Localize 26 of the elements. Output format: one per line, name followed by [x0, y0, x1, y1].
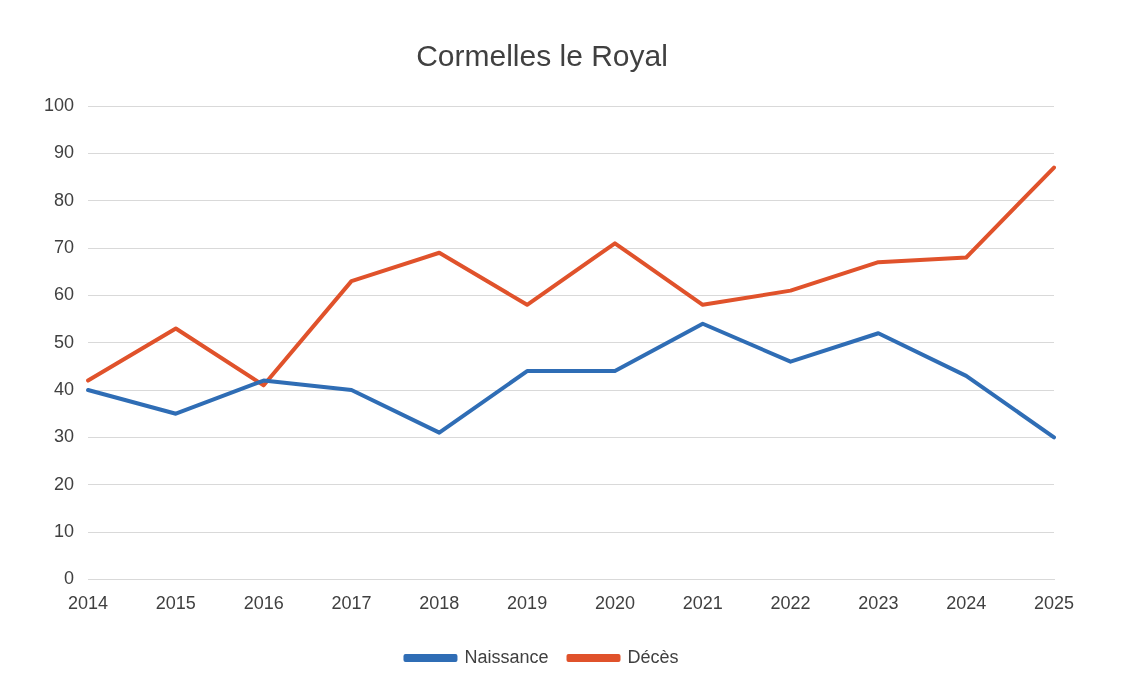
- x-tick-label: 2018: [419, 593, 460, 614]
- x-tick-label: 2016: [243, 593, 284, 614]
- y-tick-label: 30: [54, 426, 75, 447]
- y-tick-label: 60: [54, 284, 75, 305]
- y-tick-label: 10: [54, 521, 75, 542]
- x-tick-label: 2020: [594, 593, 635, 614]
- x-tick-label: 2017: [331, 593, 372, 614]
- y-tick-label: 90: [54, 142, 75, 163]
- x-tick-label: 2014: [68, 593, 109, 614]
- y-tick-label: 50: [54, 331, 75, 352]
- y-tick-label: 0: [64, 568, 75, 589]
- x-tick-label: 2024: [946, 593, 987, 614]
- x-tick-label: 2015: [155, 593, 196, 614]
- x-tick-label: 2022: [770, 593, 811, 614]
- y-tick-label: 100: [43, 94, 75, 115]
- y-tick-label: 70: [54, 236, 75, 257]
- legend-label: Décès: [627, 646, 679, 667]
- x-tick-label: 2019: [507, 593, 548, 614]
- y-tick-label: 80: [54, 189, 75, 210]
- x-tick-label: 2023: [858, 593, 899, 614]
- y-tick-label: 40: [54, 379, 75, 400]
- y-tick-label: 20: [54, 473, 75, 494]
- legend-label: Naissance: [464, 646, 549, 667]
- x-tick-label: 2025: [1033, 593, 1075, 614]
- x-tick-label: 2021: [682, 593, 723, 614]
- chart-title: Cormelles le Royal: [416, 39, 668, 73]
